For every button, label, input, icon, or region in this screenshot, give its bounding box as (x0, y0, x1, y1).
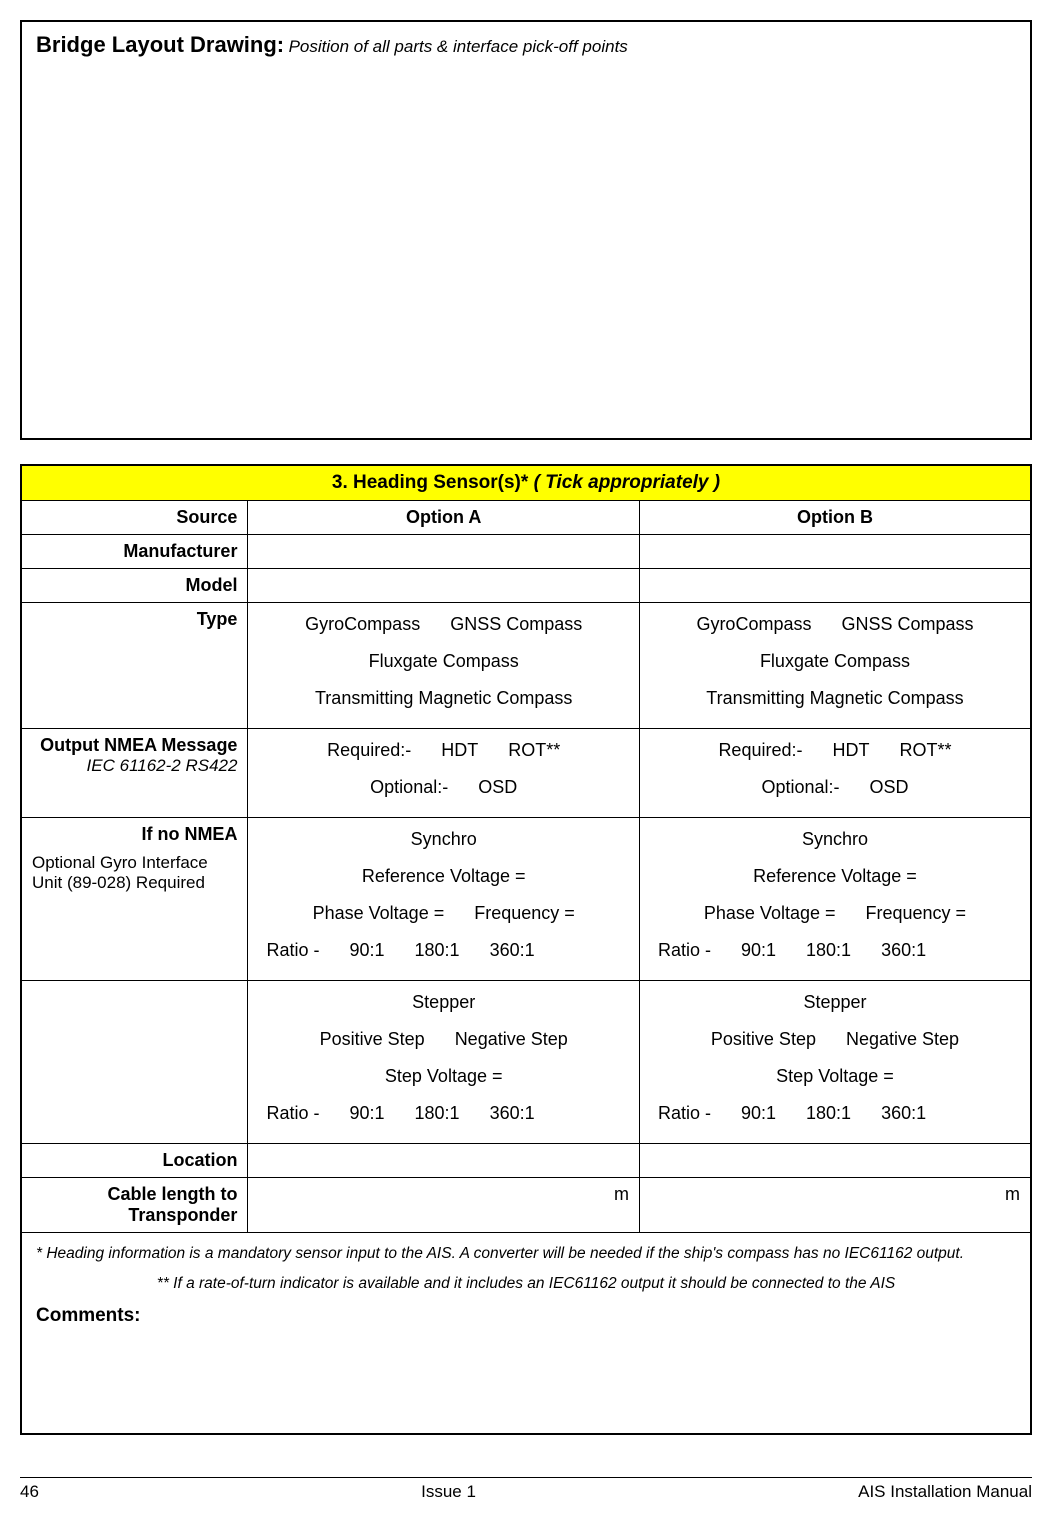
location-a-input[interactable] (248, 1144, 640, 1178)
footnote-2: ** If a rate-of-turn indicator is availa… (32, 1269, 1020, 1299)
stepper-a-cell[interactable]: Stepper Positive StepNegative Step Step … (248, 981, 640, 1144)
comments-lines (32, 1331, 1020, 1427)
row-label-model: Model (21, 569, 248, 603)
drawing-subtitle: Position of all parts & interface pick-o… (289, 37, 628, 56)
row-label-type: Type (21, 603, 248, 729)
nmea-b-cell[interactable]: Required:-HDTROT** Optional:-OSD (639, 729, 1031, 818)
footer-doc: AIS Installation Manual (858, 1482, 1032, 1502)
type-a-cell[interactable]: GyroCompassGNSS Compass Fluxgate Compass… (248, 603, 640, 729)
section-title: 3. Heading Sensor(s)* (332, 472, 528, 493)
manufacturer-a-input[interactable] (248, 535, 640, 569)
row-label-cable: Cable length to Transponder (21, 1178, 248, 1233)
cable-a-input[interactable]: m (248, 1178, 640, 1233)
row-label-source: Source (21, 501, 248, 535)
stepper-b-cell[interactable]: Stepper Positive StepNegative Step Step … (639, 981, 1031, 1144)
section-tick: ( Tick appropriately ) (534, 472, 721, 493)
model-a-input[interactable] (248, 569, 640, 603)
section-header: 3. Heading Sensor(s)* ( Tick appropriate… (21, 465, 1031, 501)
type-b-cell[interactable]: GyroCompassGNSS Compass Fluxgate Compass… (639, 603, 1031, 729)
comment-line-2[interactable] (32, 1363, 1020, 1395)
model-b-input[interactable] (639, 569, 1031, 603)
footnote-1: * Heading information is a mandatory sen… (32, 1239, 1020, 1269)
page-footer: 46 Issue 1 AIS Installation Manual (20, 1477, 1032, 1502)
nmea-a-cell[interactable]: Required:-HDTROT** Optional:-OSD (248, 729, 640, 818)
comment-line-3[interactable] (32, 1395, 1020, 1427)
heading-sensor-table: 3. Heading Sensor(s)* ( Tick appropriate… (20, 464, 1032, 1435)
manufacturer-b-input[interactable] (639, 535, 1031, 569)
drawing-title: Bridge Layout Drawing: (36, 32, 284, 57)
cable-b-input[interactable]: m (639, 1178, 1031, 1233)
col-header-option-a: Option A (248, 501, 640, 535)
location-b-input[interactable] (639, 1144, 1031, 1178)
row-label-ifnonmea: If no NMEA Optional Gyro Interface Unit … (21, 818, 248, 981)
synchro-b-cell[interactable]: Synchro Reference Voltage = Phase Voltag… (639, 818, 1031, 981)
synchro-a-cell[interactable]: Synchro Reference Voltage = Phase Voltag… (248, 818, 640, 981)
comments-label: Comments: (32, 1299, 1020, 1331)
row-label-nmea: Output NMEA Message IEC 61162-2 RS422 (21, 729, 248, 818)
footer-issue: Issue 1 (421, 1482, 476, 1502)
row-label-manufacturer: Manufacturer (21, 535, 248, 569)
col-header-option-b: Option B (639, 501, 1031, 535)
row-label-stepper-blank (21, 981, 248, 1144)
comment-line-1[interactable] (32, 1331, 1020, 1363)
bridge-layout-drawing-box: Bridge Layout Drawing: Position of all p… (20, 20, 1032, 440)
footer-page: 46 (20, 1482, 39, 1502)
row-label-location: Location (21, 1144, 248, 1178)
